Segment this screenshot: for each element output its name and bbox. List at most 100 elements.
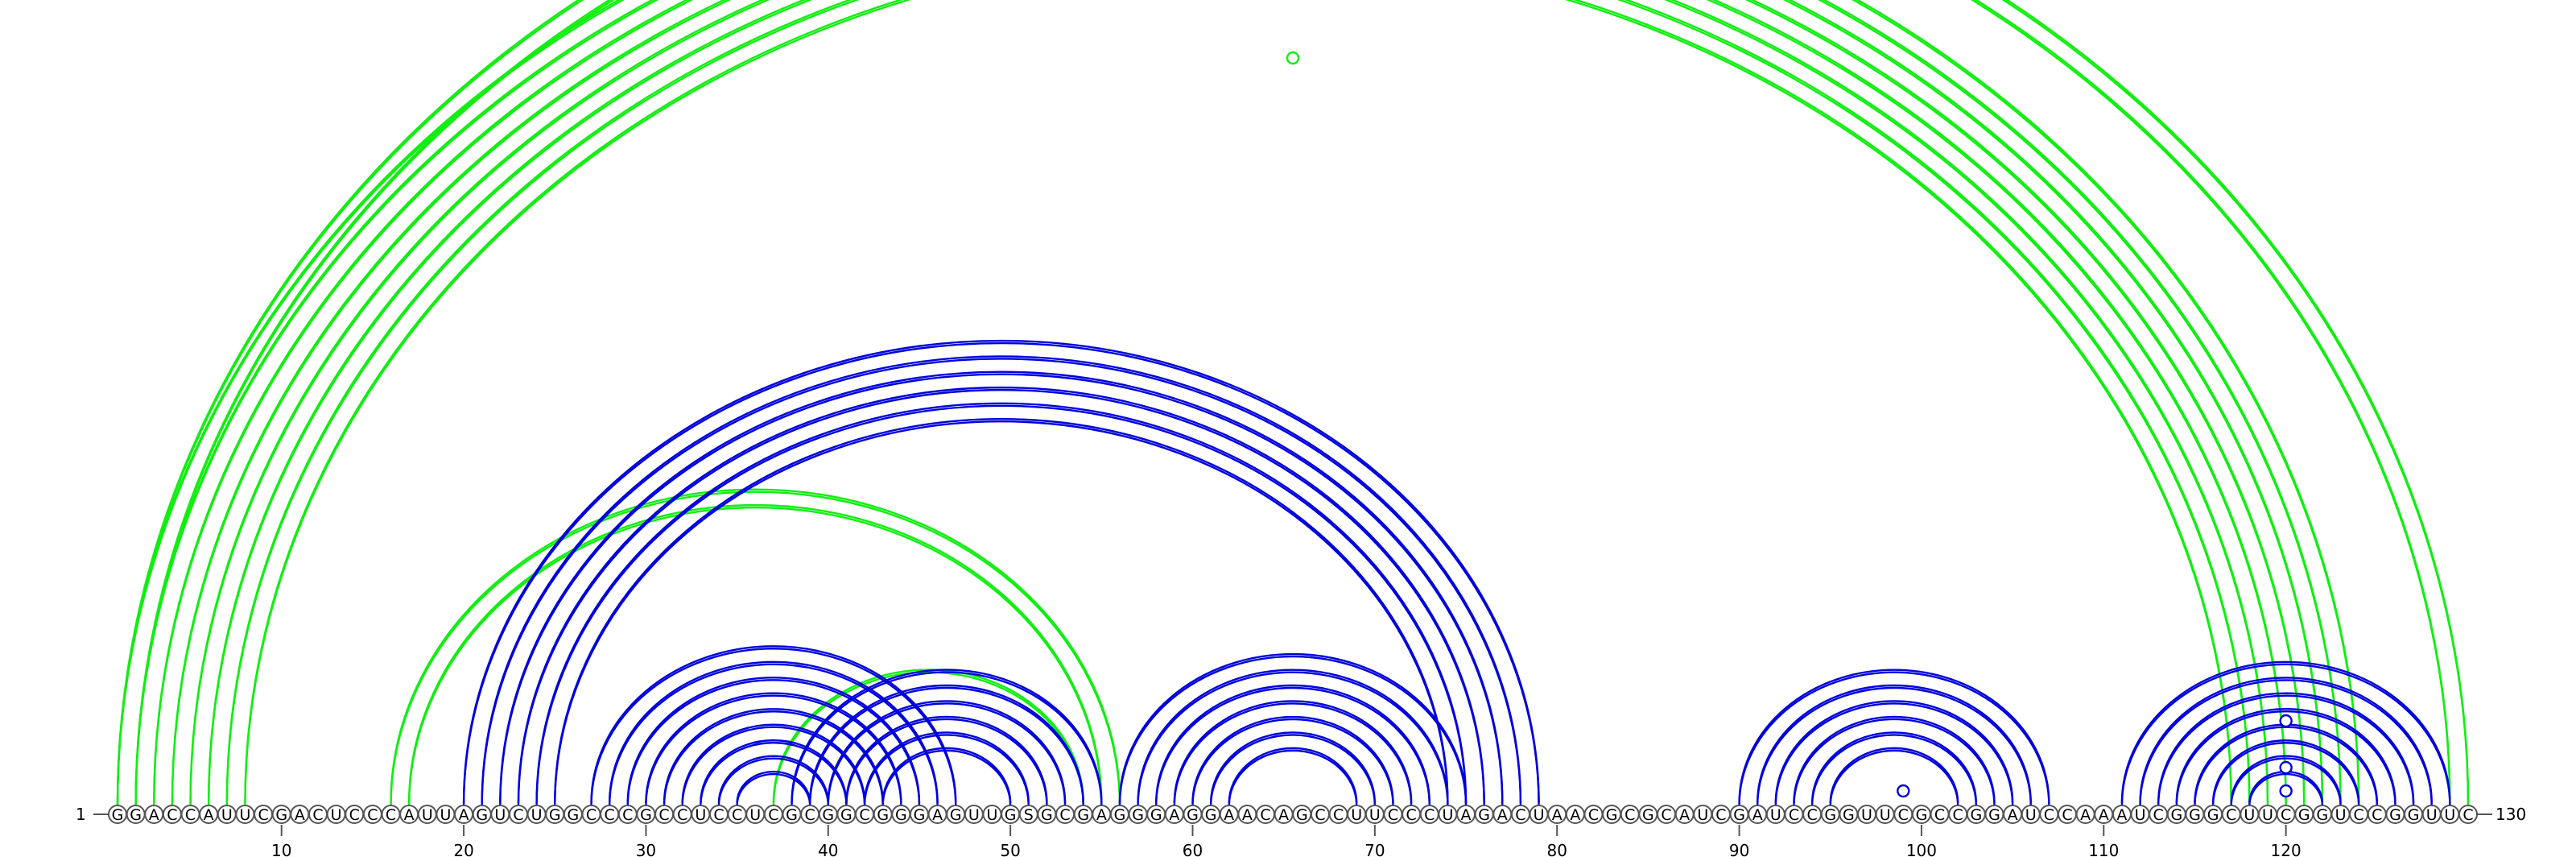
base-letter: U bbox=[2262, 806, 2273, 824]
base-letter: U bbox=[239, 806, 250, 824]
base-letter: C bbox=[167, 806, 177, 824]
base-letter: G bbox=[895, 806, 907, 824]
base-35: C bbox=[727, 805, 747, 824]
base-pair-arc-112-128 bbox=[2139, 679, 2433, 806]
base-letter: U bbox=[2025, 806, 2037, 824]
arc-marker-4 bbox=[2279, 760, 2293, 775]
base-101: C bbox=[1930, 805, 1950, 824]
base-73: C bbox=[1419, 805, 1439, 824]
base-letter: S bbox=[1024, 806, 1034, 824]
base-letter: C bbox=[2281, 806, 2291, 824]
base-84: C bbox=[1620, 805, 1640, 824]
base-105: A bbox=[2003, 805, 2023, 824]
base-pair-arc-35-39 bbox=[736, 772, 811, 806]
base-letter: G bbox=[2298, 806, 2310, 824]
base-113: C bbox=[2149, 805, 2169, 824]
base-97: U bbox=[1857, 805, 1877, 824]
base-letter: G bbox=[1988, 806, 2000, 824]
base-pair-arc-33-41-edge bbox=[700, 739, 848, 804]
base-letter: C bbox=[2372, 806, 2382, 824]
base-pair-arc-1-130-edge bbox=[116, 0, 2470, 804]
base-letter: A bbox=[404, 806, 415, 824]
base-50: G bbox=[1001, 805, 1021, 824]
base-letter: A bbox=[1570, 806, 1580, 824]
base-111: A bbox=[2112, 805, 2132, 824]
base-26: G bbox=[563, 805, 583, 824]
base-letter: G bbox=[112, 806, 124, 824]
base-109: A bbox=[2075, 805, 2095, 824]
base-43: G bbox=[873, 805, 893, 824]
base-letter: A bbox=[1278, 806, 1289, 824]
base-72: C bbox=[1402, 805, 1422, 824]
base-pair-arc-33-41 bbox=[700, 741, 848, 806]
base-pair-arc-6-119-edge bbox=[207, 0, 2269, 804]
base-pair-arc-43-50-edge bbox=[881, 747, 1012, 804]
arcs-layer bbox=[116, 0, 2470, 806]
base-130: C bbox=[2458, 805, 2478, 824]
base-55: A bbox=[1092, 805, 1112, 824]
arc-marker-1 bbox=[1286, 51, 1300, 65]
base-pair-arc-43-50 bbox=[881, 749, 1012, 806]
base-pair-arc-21-78 bbox=[481, 357, 1522, 806]
base-pair-arc-115-125 bbox=[2194, 727, 2379, 806]
base-pair-arc-91-106-edge bbox=[1757, 685, 2032, 804]
base-pair-arc-40-53-edge bbox=[827, 700, 1067, 804]
base-pair-arc-16-56 bbox=[390, 491, 1121, 806]
tick-label-50: 50 bbox=[1000, 841, 1020, 857]
base-125: C bbox=[2367, 805, 2387, 824]
base-pair-arc-8-117-edge bbox=[244, 0, 2232, 804]
base-pair-arc-93-104-edge bbox=[1793, 716, 1996, 804]
base-61: G bbox=[1201, 805, 1221, 824]
base-letter: C bbox=[1953, 806, 1963, 824]
base-16: C bbox=[381, 805, 401, 824]
base-letter: U bbox=[1351, 806, 1362, 824]
base-29: C bbox=[617, 805, 638, 824]
tick-label-10: 10 bbox=[271, 841, 291, 857]
base-48: U bbox=[964, 805, 984, 824]
base-letter: G bbox=[2389, 806, 2401, 824]
base-letter: U bbox=[1861, 806, 1872, 824]
base-pair-arc-27-47 bbox=[590, 648, 957, 806]
base-6: A bbox=[199, 805, 219, 824]
base-letter: C bbox=[859, 806, 869, 824]
base-pair-arc-92-105-edge bbox=[1774, 700, 2014, 804]
base-letter: G bbox=[130, 806, 142, 824]
base-7: U bbox=[217, 805, 237, 824]
base-59: A bbox=[1164, 805, 1184, 824]
base-letter: C bbox=[586, 806, 597, 824]
base-pair-arc-42-51 bbox=[863, 734, 1030, 806]
base-letter: C bbox=[2153, 806, 2164, 824]
base-letter: C bbox=[732, 806, 742, 824]
tick-label-80: 80 bbox=[1546, 841, 1567, 857]
base-letter: A bbox=[1752, 806, 1763, 824]
base-letter: G bbox=[1916, 806, 1928, 824]
base-letter: C bbox=[513, 806, 523, 824]
base-letter: G bbox=[1132, 806, 1144, 824]
base-letter: U bbox=[1442, 806, 1453, 824]
base-77: A bbox=[1492, 805, 1513, 824]
base-pair-arc-41-52-edge bbox=[845, 716, 1048, 804]
base-letter: G bbox=[476, 806, 488, 824]
base-pair-arc-116-124 bbox=[2211, 741, 2360, 806]
base-pair-arc-25-74 bbox=[555, 421, 1447, 805]
base-pair-arc-2-129 bbox=[134, 0, 2451, 806]
base-28: C bbox=[600, 805, 620, 824]
base-letter: G bbox=[2170, 806, 2182, 824]
base-93: C bbox=[1784, 805, 1804, 824]
base-71: C bbox=[1383, 805, 1403, 824]
base-85: G bbox=[1638, 805, 1658, 824]
base-pair-arc-113-127 bbox=[2157, 694, 2415, 806]
base-pair-arc-58-73 bbox=[1155, 686, 1430, 806]
base-letter: C bbox=[386, 806, 396, 824]
base-pair-arc-57-74-edge bbox=[1137, 669, 1449, 804]
base-90: G bbox=[1729, 805, 1749, 824]
base-21: G bbox=[472, 805, 492, 824]
base-letter: C bbox=[1388, 806, 1398, 824]
base-pair-arc-31-43-edge bbox=[663, 707, 884, 804]
base-letter: G bbox=[914, 806, 926, 824]
base-82: C bbox=[1583, 805, 1604, 824]
base-24: U bbox=[526, 805, 547, 824]
base-33: U bbox=[691, 805, 711, 824]
base-20: A bbox=[454, 805, 474, 824]
